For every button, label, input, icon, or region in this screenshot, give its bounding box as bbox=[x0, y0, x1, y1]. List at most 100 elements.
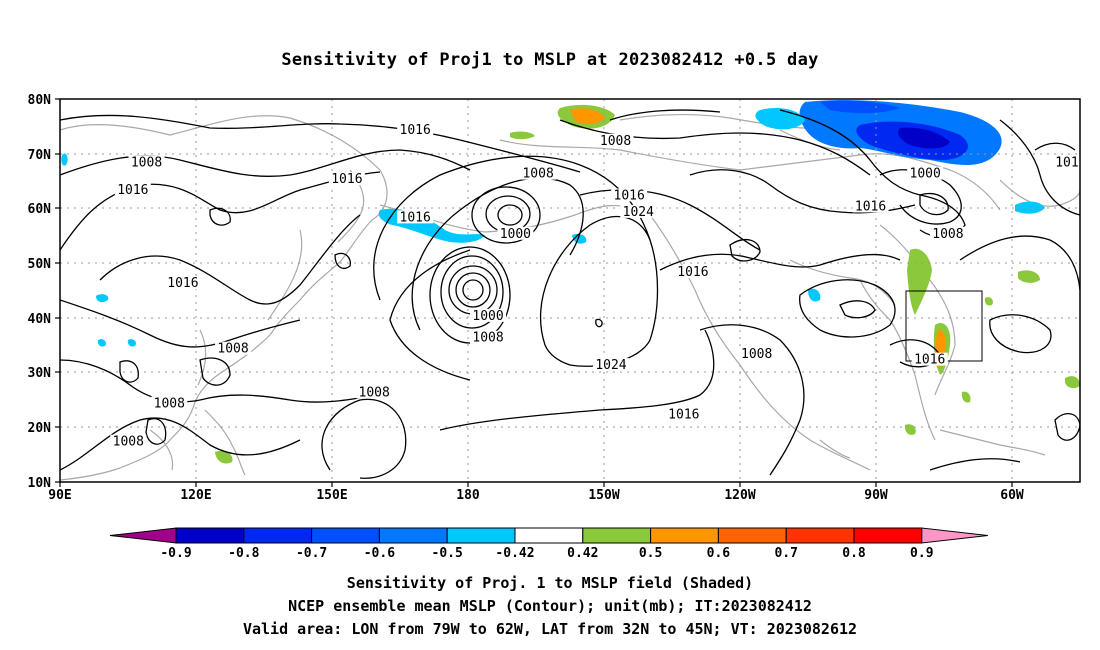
contour-label: 1008 bbox=[154, 396, 185, 411]
contour-label-bg bbox=[114, 183, 151, 197]
lon-tick-label: 120E bbox=[180, 488, 211, 503]
contour-label: 1016 bbox=[1055, 156, 1086, 171]
contour-label: 1024 bbox=[595, 358, 626, 373]
colorbar-segment bbox=[311, 527, 380, 544]
contour-label-bg bbox=[397, 122, 434, 136]
lat-tick-label: 40N bbox=[28, 312, 52, 327]
contour-label: 1008 bbox=[472, 331, 503, 346]
contour-label: 1016 bbox=[668, 407, 699, 422]
colorbar-label: 0.7 bbox=[774, 546, 797, 561]
lat-tick-label: 50N bbox=[28, 257, 52, 272]
colorbar-label: -0.5 bbox=[432, 546, 463, 561]
lat-tick-label: 30N bbox=[28, 366, 52, 381]
colorbar-label: 0.8 bbox=[842, 546, 866, 561]
colorbar-segment bbox=[514, 527, 584, 544]
contour-label: 1008 bbox=[522, 167, 553, 182]
contour-label-bg bbox=[620, 204, 657, 218]
contour-label: 1016 bbox=[855, 199, 886, 214]
colorbar-label: -0.9 bbox=[160, 546, 191, 561]
lon-tick-label: 60W bbox=[1000, 488, 1024, 503]
caption-line-3: Valid area: LON from 79W to 62W, LAT fro… bbox=[242, 620, 858, 638]
contour-label: 1016 bbox=[677, 265, 708, 280]
contour-label: 1016 bbox=[400, 210, 431, 225]
contour-label: 1008 bbox=[113, 435, 144, 450]
contour-label-bg bbox=[397, 210, 434, 224]
lon-tick-label: 120W bbox=[724, 488, 755, 503]
colorbar-label: 0.42 bbox=[567, 546, 598, 561]
contour-label: 1016 bbox=[167, 276, 198, 291]
colorbar-segment bbox=[785, 527, 855, 544]
contour-label: 1016 bbox=[914, 353, 945, 368]
contour-label: 1016 bbox=[614, 188, 645, 203]
contour-label-bg bbox=[611, 188, 648, 202]
contour-label-bg bbox=[128, 155, 165, 169]
lon-tick-labels: 90E 120E 150E 180 150W 120W 90W 60W bbox=[48, 488, 1024, 503]
contour-label: 1008 bbox=[217, 342, 248, 357]
lon-tick-label: 150E bbox=[316, 488, 347, 503]
contour-label-bg bbox=[328, 172, 365, 186]
map-panel: 1016 1016 1008 1016 1016 1016 1008 1016 1024 1000… bbox=[59, 98, 1086, 483]
colorbar-segment bbox=[650, 527, 719, 544]
contour-label-bg bbox=[665, 407, 702, 421]
colorbar-segment bbox=[717, 527, 787, 544]
lon-tick-label: 180 bbox=[456, 488, 480, 503]
contour-label-bg bbox=[164, 276, 201, 290]
contour-labels: 1016 1016 1008 1016 1016 1016 1008 1016 1024 1000… bbox=[110, 122, 1086, 450]
lat-tick-label: 70N bbox=[28, 148, 52, 163]
contour-label-bg bbox=[929, 226, 966, 240]
colorbar-segment bbox=[175, 527, 245, 544]
colorbar-label: -0.7 bbox=[296, 546, 327, 561]
lat-tick-label: 20N bbox=[28, 421, 52, 436]
colorbar-label: 0.9 bbox=[910, 546, 933, 561]
colorbar-label: -0.6 bbox=[364, 546, 395, 561]
contour-label-bg bbox=[1052, 155, 1080, 169]
contour-label: 1008 bbox=[932, 227, 963, 242]
lon-tick-label: 150W bbox=[588, 488, 619, 503]
coastlines bbox=[60, 114, 1080, 481]
colorbar-arrow-low bbox=[109, 527, 177, 544]
lat-tick-label: 80N bbox=[28, 93, 52, 108]
colorbar: -0.9 -0.8 -0.7 -0.6 -0.5 -0.42 0.42 0.5 0.6 0.7 0.… bbox=[109, 527, 988, 561]
colorbar-segment bbox=[243, 527, 313, 544]
page-title: Sensitivity of Proj1 to MSLP at 20230824… bbox=[281, 50, 819, 70]
contour-label: 1008 bbox=[359, 385, 390, 400]
lon-tick-label: 90E bbox=[48, 488, 71, 503]
contour-label: 1008 bbox=[131, 156, 162, 171]
contour-label-bg bbox=[470, 308, 507, 322]
colorbar-segment bbox=[378, 527, 448, 544]
contour-label: 1008 bbox=[600, 134, 631, 149]
lat-tick-labels: 80N 70N 60N 50N 40N 30N 20N 10N bbox=[28, 93, 52, 491]
lat-tick-label: 60N bbox=[28, 202, 52, 217]
contour-label: 1000 bbox=[472, 309, 503, 324]
contour-label-bg bbox=[907, 166, 944, 180]
colorbar-label: -0.42 bbox=[495, 546, 534, 561]
colorbar-label: -0.8 bbox=[228, 546, 259, 561]
contour-label-bg bbox=[738, 347, 775, 361]
contour-label-bg bbox=[356, 385, 393, 399]
contour-label: 1000 bbox=[910, 167, 941, 182]
lon-tick-label: 90W bbox=[864, 488, 888, 503]
contour-label: 1000 bbox=[500, 227, 531, 242]
contour-label-bg bbox=[852, 199, 889, 213]
colorbar-label: 0.5 bbox=[639, 546, 662, 561]
lat-tick-label: 10N bbox=[28, 476, 52, 491]
contour-label: 1008 bbox=[741, 347, 772, 362]
contour-label-bg bbox=[470, 330, 507, 344]
colorbar-arrow-high bbox=[921, 527, 988, 544]
contour-label-bg bbox=[597, 133, 634, 147]
contour-label: 1016 bbox=[400, 123, 431, 138]
colorbar-segment bbox=[582, 527, 652, 544]
contour-label: 1016 bbox=[117, 183, 148, 198]
contour-label: 1024 bbox=[623, 205, 654, 220]
caption-line-1: Sensitivity of Proj. 1 to MSLP field (Sh… bbox=[346, 574, 754, 592]
contour-label-bg bbox=[911, 352, 948, 366]
caption-line-2: NCEP ensemble mean MSLP (Contour); unit(… bbox=[288, 597, 812, 615]
contour-label-bg bbox=[674, 265, 711, 279]
colorbar-segment bbox=[853, 527, 923, 544]
contour-label-bg bbox=[110, 434, 147, 448]
tick-marks bbox=[55, 98, 1013, 487]
contour-label-bg bbox=[520, 166, 557, 180]
contour-label-bg bbox=[592, 358, 629, 372]
contour-label-bg bbox=[151, 396, 188, 410]
